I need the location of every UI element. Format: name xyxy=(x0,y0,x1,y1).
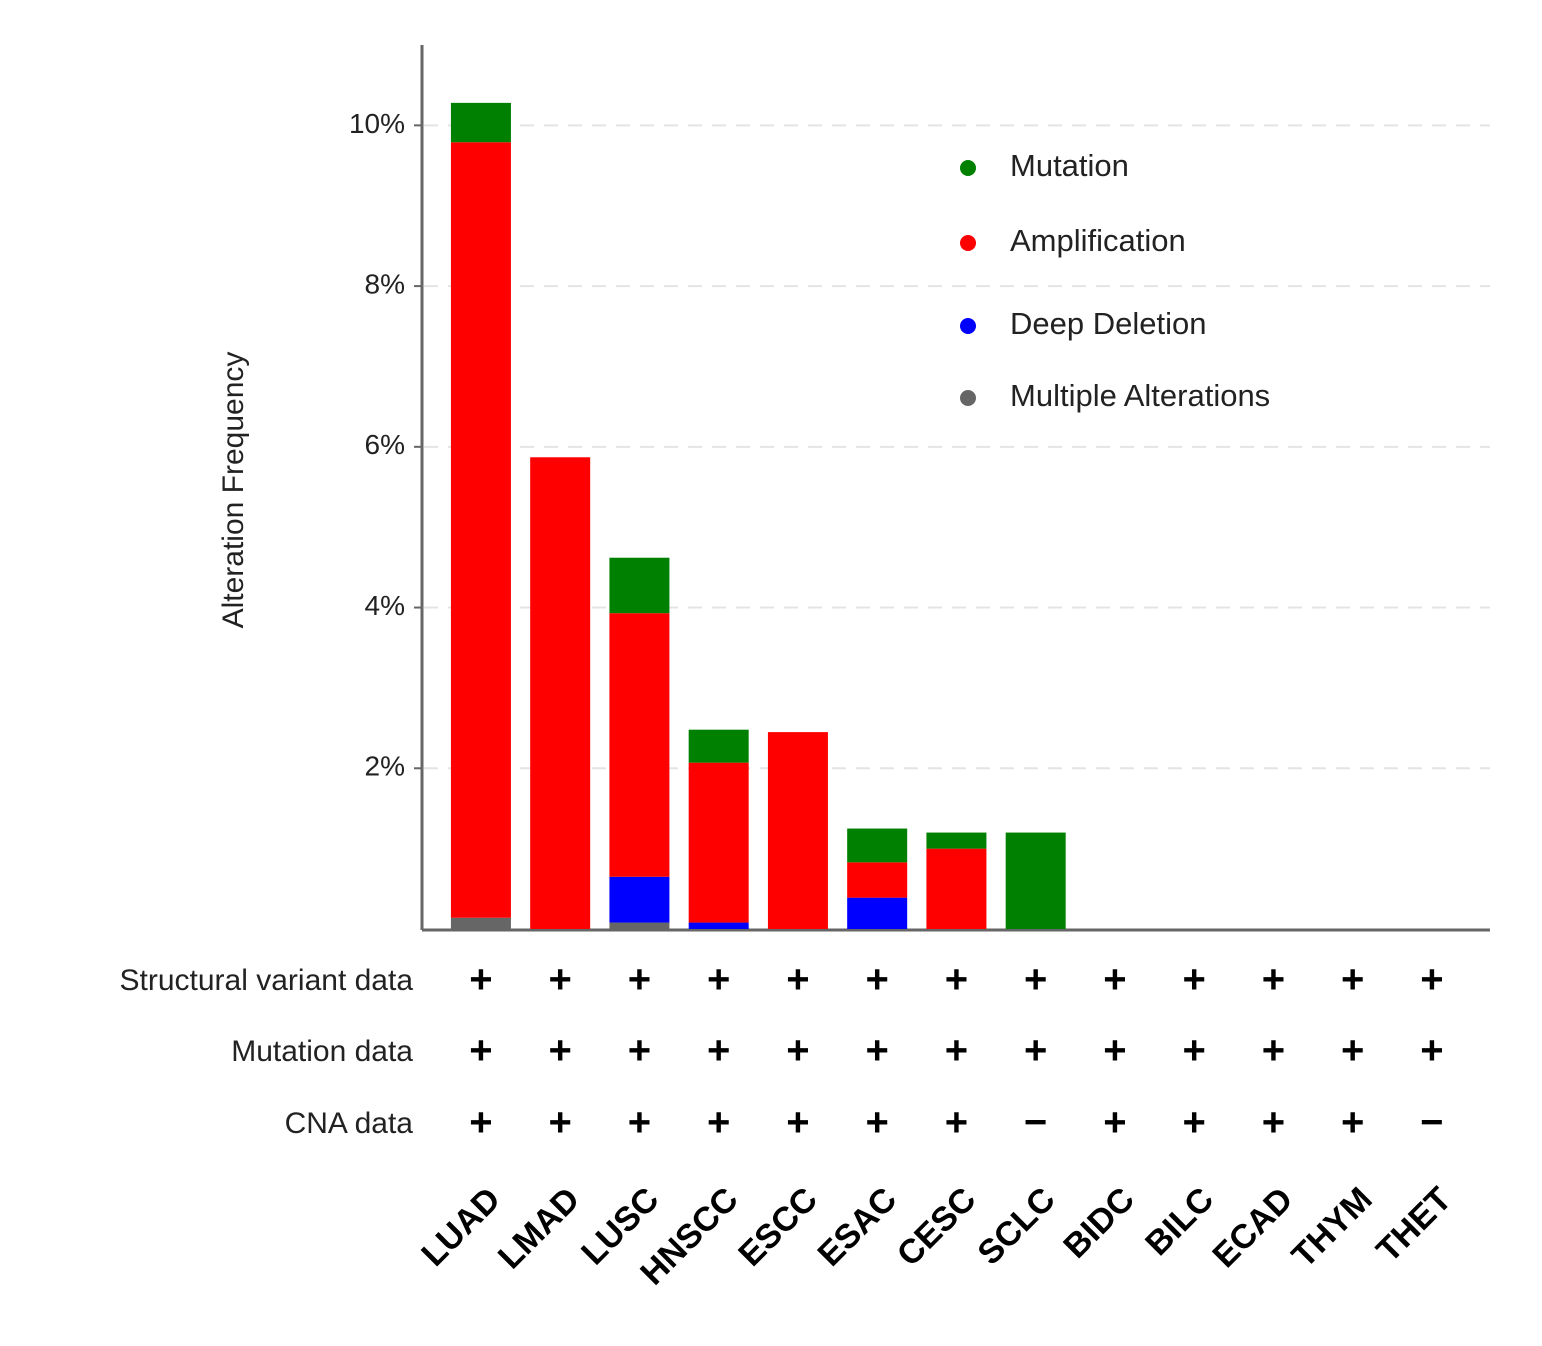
x-tick-label: ESCC xyxy=(731,1180,825,1274)
row-symbol: + xyxy=(1024,1029,1047,1073)
row-symbol: + xyxy=(865,1101,888,1145)
bar-segment xyxy=(609,876,670,923)
row-symbol: + xyxy=(865,958,888,1002)
row-label: Structural variant data xyxy=(120,964,414,997)
bar-segment xyxy=(1005,832,1066,929)
row-symbol: + xyxy=(786,958,809,1002)
y-tick-label: 2% xyxy=(365,751,405,782)
legend-marker xyxy=(960,235,976,251)
row-symbol: − xyxy=(1420,1101,1443,1145)
row-symbol: + xyxy=(865,1029,888,1073)
row-symbol: + xyxy=(1024,958,1047,1002)
x-tick-label: CESC xyxy=(890,1180,984,1274)
bar-segment xyxy=(688,729,749,763)
row-symbol: + xyxy=(628,1101,651,1145)
row-symbol: + xyxy=(628,958,651,1002)
bar-segment xyxy=(609,922,670,929)
bar-segment xyxy=(767,732,828,929)
row-symbol: + xyxy=(1420,1029,1443,1073)
bar-segment xyxy=(847,862,908,898)
row-symbol: + xyxy=(786,1101,809,1145)
row-label: Mutation data xyxy=(231,1035,413,1068)
bar-segment xyxy=(847,828,908,863)
row-symbol: + xyxy=(469,958,492,1002)
row-symbol: + xyxy=(1182,958,1205,1002)
row-symbol: + xyxy=(786,1029,809,1073)
row-symbol: + xyxy=(1103,1101,1126,1145)
bar-segment xyxy=(688,762,749,923)
legend-label: Amplification xyxy=(1010,223,1186,258)
x-tick-label: ESAC xyxy=(811,1180,905,1274)
y-tick-label: 10% xyxy=(349,108,405,139)
row-symbol: + xyxy=(1103,1029,1126,1073)
row-label: CNA data xyxy=(285,1107,414,1140)
legend-label: Mutation xyxy=(1010,148,1129,183)
row-symbol: + xyxy=(1341,958,1364,1002)
row-symbol: + xyxy=(1341,1029,1364,1073)
row-symbol: + xyxy=(1182,1029,1205,1073)
legend-marker xyxy=(960,318,976,334)
row-symbol: + xyxy=(707,1029,730,1073)
bar-segment xyxy=(450,917,511,929)
y-tick-label: 6% xyxy=(365,429,405,460)
bar-segment xyxy=(926,832,987,849)
legend-label: Multiple Alterations xyxy=(1010,378,1270,413)
legend-marker xyxy=(960,160,976,176)
row-symbol: + xyxy=(1262,1101,1285,1145)
x-tick-label: LUAD xyxy=(414,1180,508,1274)
row-symbol: + xyxy=(945,1101,968,1145)
row-symbol: + xyxy=(1341,1101,1364,1145)
x-tick-label: THYM xyxy=(1285,1180,1380,1275)
x-tick-label: LMAD xyxy=(491,1180,587,1276)
legend-label: Deep Deletion xyxy=(1010,306,1206,341)
row-symbol: + xyxy=(548,1029,571,1073)
bar-segment xyxy=(688,922,749,929)
row-symbol: + xyxy=(1182,1101,1205,1145)
x-tick-label: SCLC xyxy=(970,1180,1062,1272)
row-symbol: + xyxy=(628,1029,651,1073)
row-symbol: + xyxy=(469,1029,492,1073)
row-symbol: + xyxy=(707,958,730,1002)
bar-segment xyxy=(609,613,670,877)
row-symbol: − xyxy=(1024,1101,1047,1145)
legend-marker xyxy=(960,390,976,406)
x-tick-label: BIDC xyxy=(1056,1180,1142,1266)
row-symbol: + xyxy=(469,1101,492,1145)
bar-segment xyxy=(450,142,511,918)
bar-segment xyxy=(609,557,670,614)
bar-segment xyxy=(530,457,591,929)
bar-segment xyxy=(847,897,908,929)
row-symbol: + xyxy=(548,958,571,1002)
row-symbol: + xyxy=(548,1101,571,1145)
x-tick-label: ECAD xyxy=(1205,1180,1300,1275)
y-tick-label: 4% xyxy=(365,590,405,621)
row-symbol: + xyxy=(707,1101,730,1145)
bar-segment xyxy=(926,848,987,929)
row-symbol: + xyxy=(1103,958,1126,1002)
row-symbol: + xyxy=(945,958,968,1002)
row-symbol: + xyxy=(1420,958,1443,1002)
row-symbol: + xyxy=(1262,958,1285,1002)
row-symbol: + xyxy=(1262,1029,1285,1073)
x-tick-label: THET xyxy=(1369,1180,1459,1270)
y-axis-label: Alteration Frequency xyxy=(217,352,250,629)
bar-segment xyxy=(450,102,511,143)
row-symbol: + xyxy=(945,1029,968,1073)
y-tick-label: 8% xyxy=(365,268,405,299)
